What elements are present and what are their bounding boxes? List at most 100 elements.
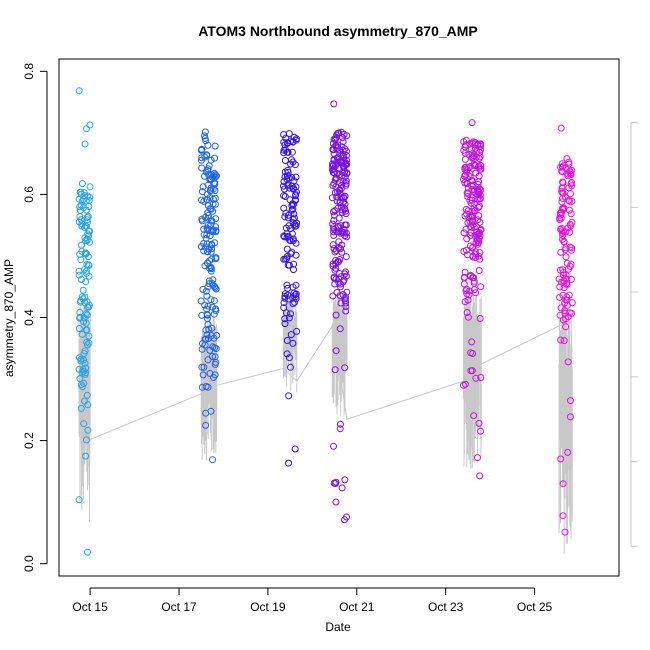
data-point: [205, 325, 213, 333]
data-point: [198, 164, 206, 172]
series-group: [328, 100, 351, 524]
x-axis-label: Date: [325, 620, 351, 634]
data-point: [470, 188, 478, 195]
data-point: [205, 162, 213, 170]
data-point: [343, 288, 351, 296]
data-point: [333, 131, 341, 139]
data-point: [330, 211, 338, 219]
data-point: [329, 292, 337, 300]
secondary-spike-cluster: [558, 301, 573, 554]
data-point: [283, 337, 291, 344]
data-point: [83, 391, 91, 399]
data-point: [560, 238, 568, 246]
x-tick-label: Oct 17: [161, 600, 197, 614]
x-tick-label: Oct 19: [250, 600, 286, 614]
data-point: [198, 145, 206, 153]
data-point: [339, 134, 347, 142]
data-point: [567, 397, 574, 405]
data-point: [80, 420, 88, 428]
data-point: [329, 169, 337, 176]
data-point: [566, 197, 573, 205]
data-point: [285, 392, 293, 400]
data-point: [202, 335, 210, 343]
data-point: [210, 374, 217, 381]
data-point: [198, 383, 206, 391]
data-point: [471, 162, 479, 170]
data-point: [461, 164, 469, 172]
data-point: [211, 154, 219, 162]
data-point: [291, 298, 299, 306]
data-point: [82, 319, 90, 327]
data-point: [467, 181, 475, 189]
data-point: [292, 183, 300, 191]
data-point: [199, 340, 206, 347]
data-point: [558, 167, 566, 175]
data-point: [285, 314, 293, 322]
data-point: [287, 160, 295, 168]
data-point: [201, 301, 209, 309]
data-point: [558, 160, 566, 168]
data-point: [281, 290, 289, 298]
data-point: [281, 294, 289, 302]
data-point: [280, 232, 288, 240]
data-point: [471, 139, 479, 147]
data-point: [86, 121, 94, 129]
data-point: [281, 320, 289, 328]
data-point: [466, 173, 474, 181]
data-point: [562, 280, 570, 288]
data-point: [476, 255, 484, 263]
data-point: [85, 303, 93, 311]
data-point: [339, 229, 347, 237]
data-point: [280, 204, 288, 212]
data-point: [83, 338, 91, 346]
data-point: [83, 213, 91, 221]
data-point: [556, 266, 564, 274]
data-point: [560, 271, 567, 279]
y2-tick-label: 300: [647, 367, 650, 387]
data-point: [285, 130, 293, 138]
data-point: [463, 210, 470, 218]
data-point: [289, 283, 297, 291]
data-point: [341, 295, 349, 303]
data-point: [341, 204, 348, 212]
data-point: [557, 248, 565, 256]
data-point: [284, 261, 292, 269]
data-point: [477, 283, 485, 291]
data-point: [567, 180, 575, 188]
data-point: [282, 146, 290, 154]
data-point: [203, 151, 211, 159]
x-tick-label: Oct 23: [428, 600, 464, 614]
data-point: [472, 254, 479, 262]
data-point: [84, 401, 92, 409]
data-point: [78, 180, 86, 188]
data-point: [199, 371, 207, 379]
data-point: [562, 253, 570, 261]
data-point: [337, 283, 344, 291]
data-point: [333, 193, 341, 201]
data-point: [204, 321, 212, 328]
data-point: [289, 300, 297, 308]
data-point: [82, 310, 90, 318]
data-point: [200, 225, 208, 233]
data-point: [338, 209, 346, 216]
data-point: [209, 343, 217, 351]
data-point: [84, 548, 91, 556]
data-point: [330, 479, 338, 487]
data-point: [329, 241, 337, 249]
data-point: [475, 164, 483, 172]
y2-tick-label: 360: [647, 113, 650, 133]
data-point: [82, 267, 90, 275]
y-axis: 0.0 0.2 0.4 0.6 0.8: [22, 63, 48, 572]
data-point: [331, 248, 339, 256]
data-point: [343, 513, 350, 521]
data-point: [330, 225, 338, 233]
data-point: [337, 280, 344, 288]
data-point: [469, 253, 477, 261]
data-point: [559, 232, 567, 239]
data-point: [564, 224, 572, 232]
data-point: [211, 142, 219, 150]
data-point: [78, 276, 85, 283]
data-point: [561, 307, 569, 315]
data-point: [211, 283, 219, 290]
